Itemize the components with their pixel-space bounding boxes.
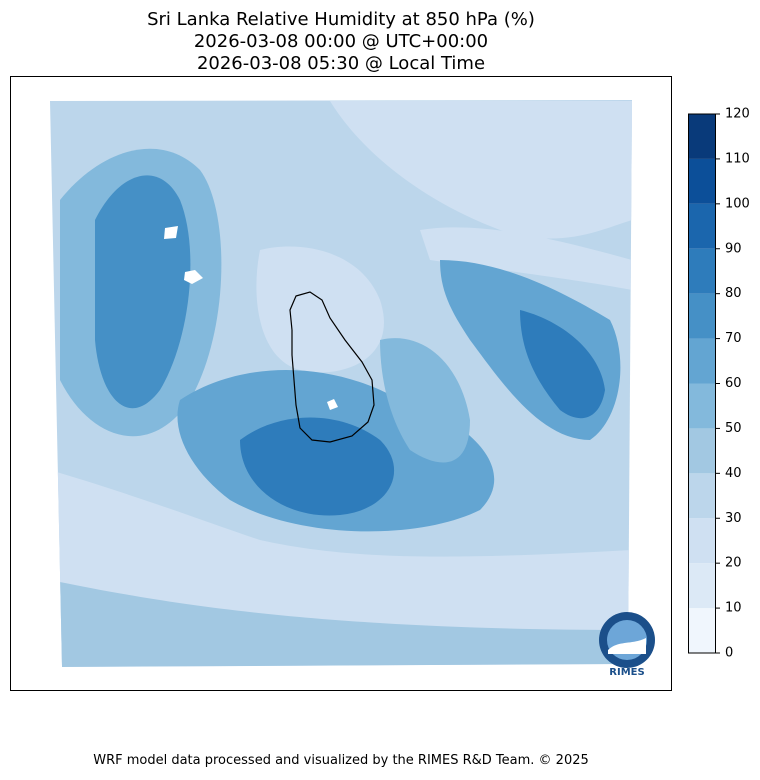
colorbar-tick-label: 110 bbox=[725, 151, 750, 166]
colorbar-level bbox=[688, 473, 716, 519]
colorbar-tick-label: 120 bbox=[725, 107, 750, 122]
colorbar-level bbox=[688, 338, 716, 384]
colorbar-frame bbox=[688, 113, 716, 654]
colorbar-level bbox=[688, 383, 716, 429]
colorbar-level bbox=[688, 608, 716, 653]
colorbar-level bbox=[688, 158, 716, 204]
colorbar-tick-label: 80 bbox=[725, 286, 742, 301]
colorbar-tick-label: 60 bbox=[725, 376, 742, 391]
colorbar-level bbox=[688, 428, 716, 474]
colorbar-tick-label: 70 bbox=[725, 331, 742, 346]
colorbar-tick-label: 100 bbox=[725, 196, 750, 211]
logo-text: RIMES bbox=[609, 667, 644, 678]
colorbar-tick-label: 0 bbox=[725, 646, 733, 661]
colorbar-tick-label: 90 bbox=[725, 241, 742, 256]
map: RIMES bbox=[10, 76, 672, 691]
title-line: 2026-03-08 00:00 @ UTC+00:00 bbox=[194, 31, 488, 52]
colorbar-tick-label: 10 bbox=[725, 601, 742, 616]
colorbar-level bbox=[688, 518, 716, 564]
colorbar-level bbox=[688, 203, 716, 249]
title-line: Sri Lanka Relative Humidity at 850 hPa (… bbox=[147, 9, 535, 30]
colorbar-level bbox=[688, 248, 716, 294]
footer: WRF model data processed and visualized … bbox=[93, 753, 589, 768]
colorbar-tick-label: 50 bbox=[725, 421, 742, 436]
colorbar-level bbox=[688, 563, 716, 609]
title-line: 2026-03-08 05:30 @ Local Time bbox=[197, 53, 485, 74]
colorbar-level bbox=[688, 114, 716, 159]
colorbar-tick-label: 20 bbox=[725, 556, 742, 571]
colorbar-tick-label: 40 bbox=[725, 466, 742, 481]
colorbar-tick-label: 30 bbox=[725, 511, 742, 526]
colorbar-level bbox=[688, 293, 716, 339]
logo: RIMES bbox=[599, 612, 655, 678]
colorbar: 0 10 20 30 40 50 60 70 80 90 100 110 120 bbox=[688, 107, 750, 661]
